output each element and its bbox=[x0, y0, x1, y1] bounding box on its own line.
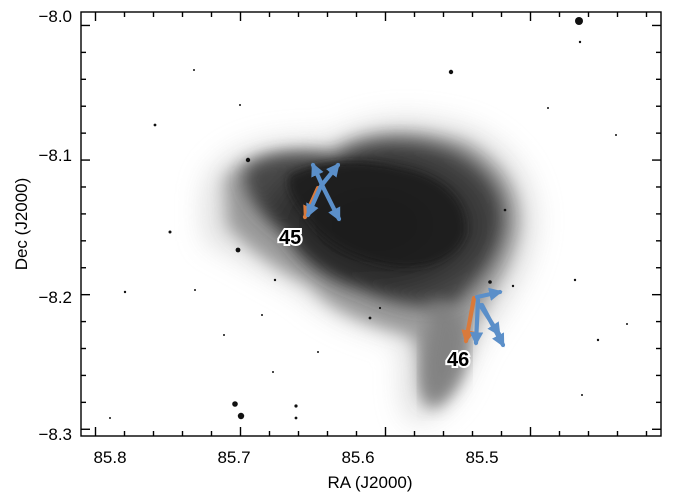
blue-arrow bbox=[476, 300, 478, 343]
source-label-45: 45 bbox=[279, 227, 301, 249]
x-tick-label: 85.8 bbox=[93, 448, 126, 467]
y-tick-label: −8.1 bbox=[38, 146, 72, 165]
y-tick-label: −8.3 bbox=[38, 425, 72, 444]
source-label-46: 46 bbox=[447, 349, 469, 371]
y-axis-title: Dec (J2000) bbox=[12, 178, 31, 271]
x-tick-label: 85.5 bbox=[465, 448, 498, 467]
x-tick-label: 85.6 bbox=[341, 448, 374, 467]
x-axis-title: RA (J2000) bbox=[327, 473, 412, 492]
x-tick-label: 85.7 bbox=[217, 448, 250, 467]
y-tick-labels: −8.0 −8.1 −8.2 −8.3 bbox=[38, 7, 72, 444]
y-tick-label: −8.0 bbox=[38, 7, 72, 26]
y-tick-label: −8.2 bbox=[38, 288, 72, 307]
x-tick-labels: 85.8 85.7 85.6 85.5 bbox=[93, 448, 498, 467]
